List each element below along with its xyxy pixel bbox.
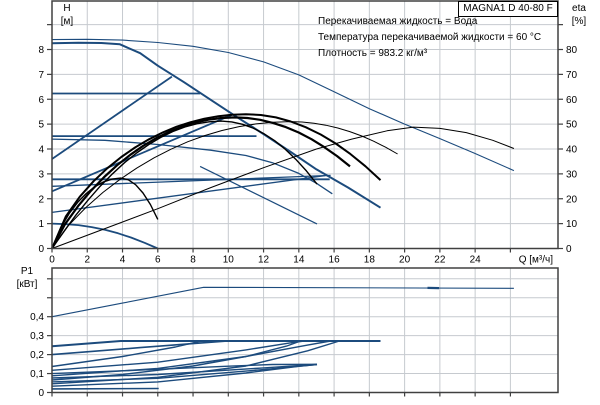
- y-tick-label: 4: [38, 145, 44, 156]
- y-tick-label: 1: [38, 219, 44, 230]
- eta-tick-label: 60: [566, 95, 578, 106]
- y-tick-label: 7: [38, 70, 44, 81]
- eta-axis-title-unit: [%]: [563, 15, 595, 28]
- y-tick-label: 0,1: [30, 369, 44, 380]
- h-axis-title: H [м]: [52, 2, 82, 28]
- x-tick-label: 22: [434, 255, 446, 266]
- x-tick-label: 16: [329, 255, 341, 266]
- x-tick-label: 14: [293, 255, 305, 266]
- eta-tick-label: 10: [566, 219, 578, 230]
- curve-p1-fan-5: [52, 341, 331, 376]
- eta-tick-label: 30: [566, 169, 578, 180]
- y-tick-label: 0,3: [30, 331, 44, 342]
- h-axis-title-unit: [м]: [52, 15, 82, 28]
- p1-axis-title: P1 [кВт]: [10, 265, 44, 291]
- y-tick-label: 8: [38, 45, 44, 56]
- y-tick-label: 5: [38, 120, 44, 131]
- x-tick-label: 8: [190, 255, 196, 266]
- curve-eta-max-parallel: [52, 127, 514, 248]
- eta-axis-title-symbol: eta: [563, 2, 595, 15]
- eta-tick-label: 0: [566, 244, 572, 255]
- fluid-info-temperature: Температура перекачиваемой жидкости = 60…: [318, 30, 541, 46]
- eta-tick-label: 50: [566, 120, 578, 131]
- curve-p1-fan-1: [52, 341, 228, 355]
- eta-tick-label: 20: [566, 194, 578, 205]
- curve-min-single: [52, 224, 158, 249]
- h-axis-title-symbol: H: [52, 2, 82, 15]
- eta-tick-label: 80: [566, 45, 578, 56]
- eta-tick-label: 70: [566, 70, 578, 81]
- curve-speed-curve: [52, 139, 332, 194]
- y-tick-label: 6: [38, 95, 44, 106]
- x-tick-label: 4: [120, 255, 126, 266]
- fluid-info-block: Перекачиваемая жидкость = Вода Температу…: [318, 14, 541, 62]
- y-tick-label: 2: [38, 194, 44, 205]
- x-tick-label: 6: [155, 255, 161, 266]
- q-axis-unit-label: Q [м³/ч]: [519, 255, 554, 266]
- x-tick-label: 18: [364, 255, 376, 266]
- eta-tick-label: 40: [566, 145, 578, 156]
- x-tick-label: 24: [470, 255, 482, 266]
- x-tick-label: 10: [223, 255, 235, 266]
- x-tick-label: 2: [84, 255, 90, 266]
- y-tick-label: 0: [38, 244, 44, 255]
- curve-p1-max-parallel: [52, 287, 514, 316]
- fluid-info-density: Плотность = 983.2 кг/м³: [318, 46, 541, 62]
- y-tick-label: 3: [38, 169, 44, 180]
- y-tick-label: 0: [38, 388, 44, 399]
- x-tick-label: 0: [49, 255, 55, 266]
- p1-axis-title-unit: [кВт]: [10, 278, 44, 291]
- x-tick-label: 12: [258, 255, 270, 266]
- curve-tail-line: [200, 166, 317, 224]
- p1-axis-title-symbol: P1: [10, 265, 44, 278]
- curve-prop-pressure-1: [52, 77, 172, 159]
- fluid-info-liquid: Перекачиваемая жидкость = Вода: [318, 14, 541, 30]
- eta-axis-title: eta [%]: [563, 2, 595, 28]
- x-tick-label: 20: [399, 255, 411, 266]
- y-tick-label: 0,4: [30, 312, 44, 323]
- y-tick-label: 0,2: [30, 350, 44, 361]
